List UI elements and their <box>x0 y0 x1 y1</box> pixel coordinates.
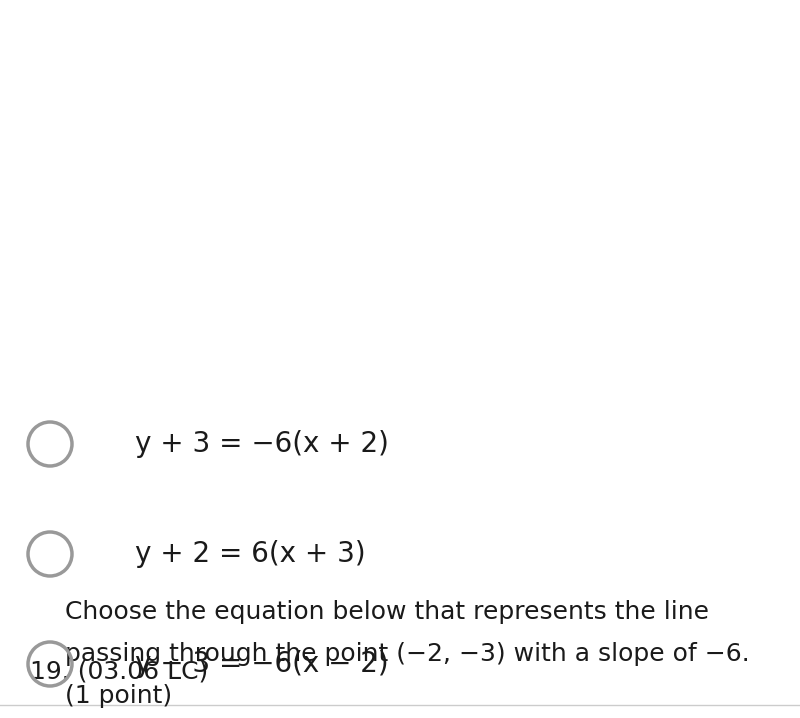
Text: y + 2 = 6(x + 3): y + 2 = 6(x + 3) <box>135 540 366 568</box>
Text: 19. (03.06 LC): 19. (03.06 LC) <box>30 660 208 684</box>
Text: Choose the equation below that represents the line: Choose the equation below that represent… <box>65 600 709 624</box>
Text: y − 3 = −6(x − 2): y − 3 = −6(x − 2) <box>135 650 389 678</box>
Text: passing through the point (−2, −3) with a slope of −6.: passing through the point (−2, −3) with … <box>65 642 750 666</box>
Text: y + 3 = −6(x + 2): y + 3 = −6(x + 2) <box>135 430 389 458</box>
Text: (1 point): (1 point) <box>65 684 172 708</box>
